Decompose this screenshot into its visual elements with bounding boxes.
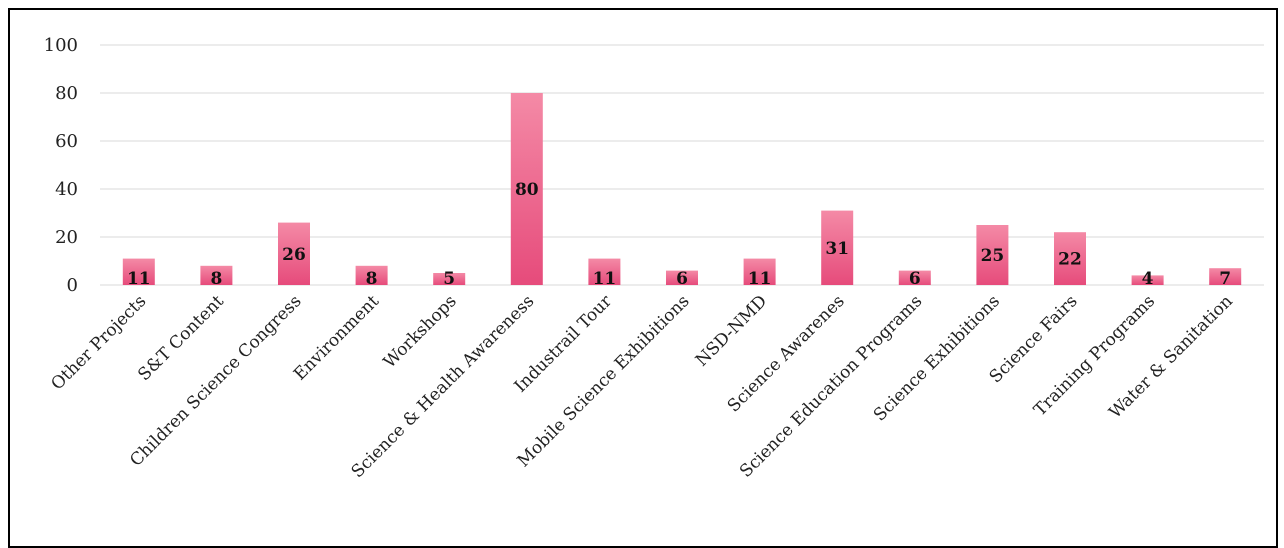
y-tick-label: 0 [67,275,78,296]
bar [666,270,698,285]
y-tick-label: 60 [55,131,78,152]
bar [355,265,388,285]
x-category-label: Mobile Science Exhibitions [514,291,694,471]
data-label: 5 [443,269,455,289]
y-tick-label: 20 [55,227,78,248]
gridlines [100,44,1264,286]
data-label: 25 [981,246,1005,266]
y-tick-label: 80 [55,83,78,104]
data-label: 11 [748,269,772,289]
data-label: 8 [366,269,378,289]
bar [743,258,776,285]
bar [1131,275,1164,285]
bars [122,93,1242,285]
bar [588,258,621,285]
bar [821,210,854,285]
bar [122,258,155,285]
data-label: 80 [515,180,539,200]
data-label: 4 [1142,269,1154,289]
bar [898,270,931,285]
x-category-label: Other Projects [47,291,150,394]
y-axis-ticks: 0 20 40 60 80 100 [44,35,78,296]
x-category-label: Children Science Congress [126,291,305,470]
x-category-label: NSD-NMD [692,291,771,370]
data-label: 31 [825,239,849,259]
y-tick-label: 40 [55,179,78,200]
bar [976,225,1009,285]
data-label: 26 [282,245,306,265]
data-label: 6 [909,269,921,289]
y-tick-label: 100 [44,35,78,56]
bar [510,93,543,285]
bar [433,273,466,285]
bar [278,222,310,285]
bar [1054,232,1086,285]
data-label: 11 [593,269,617,289]
data-label: 22 [1058,250,1082,270]
data-labels: 11 8 26 8 5 80 11 6 11 31 6 25 22 4 7 [127,180,1231,289]
x-category-label: Workshops [380,291,461,372]
data-label: 6 [676,269,688,289]
x-category-label: Science Exhibitions [870,291,1004,425]
data-label: 11 [127,269,151,289]
bar [1209,268,1242,285]
data-label: 8 [210,269,222,289]
bar [200,265,233,285]
data-label: 7 [1219,269,1231,289]
